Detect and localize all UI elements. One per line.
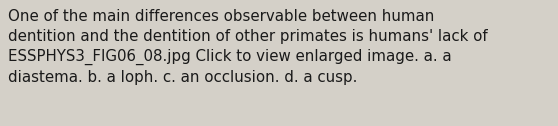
Text: One of the main differences observable between human
dentition and the dentition: One of the main differences observable b… <box>8 9 488 85</box>
